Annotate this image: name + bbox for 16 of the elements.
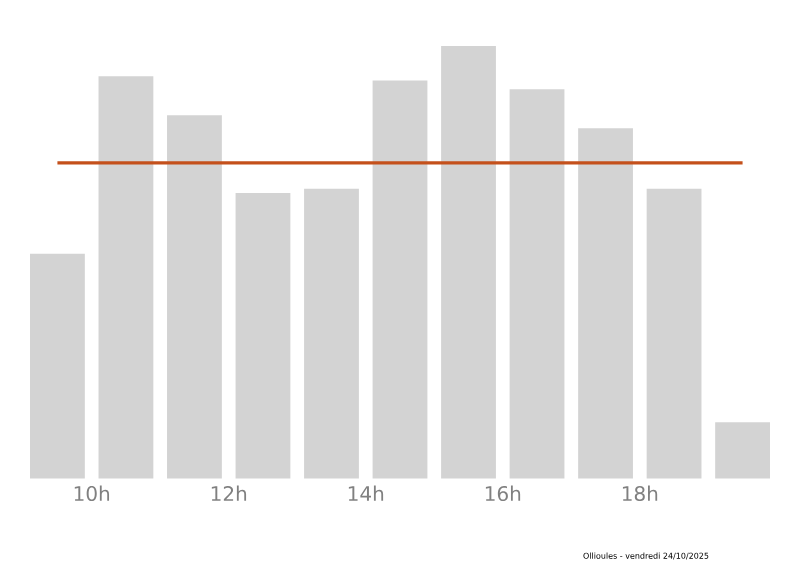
bar — [509, 89, 565, 479]
bar — [441, 45, 496, 479]
bar — [646, 188, 702, 479]
bar — [715, 422, 770, 479]
bar — [372, 80, 428, 479]
x-tick-label: 14h — [348, 485, 384, 501]
bar — [98, 76, 154, 479]
x-tick-label: 12h — [211, 485, 247, 501]
bar — [304, 188, 359, 479]
x-tick-label: 16h — [485, 485, 521, 502]
bar — [167, 115, 222, 479]
x-tick-label: 18h — [622, 485, 658, 502]
bar — [235, 193, 291, 479]
bar — [578, 128, 633, 479]
bar — [30, 253, 85, 479]
x-tick-label: 10h — [74, 485, 110, 502]
